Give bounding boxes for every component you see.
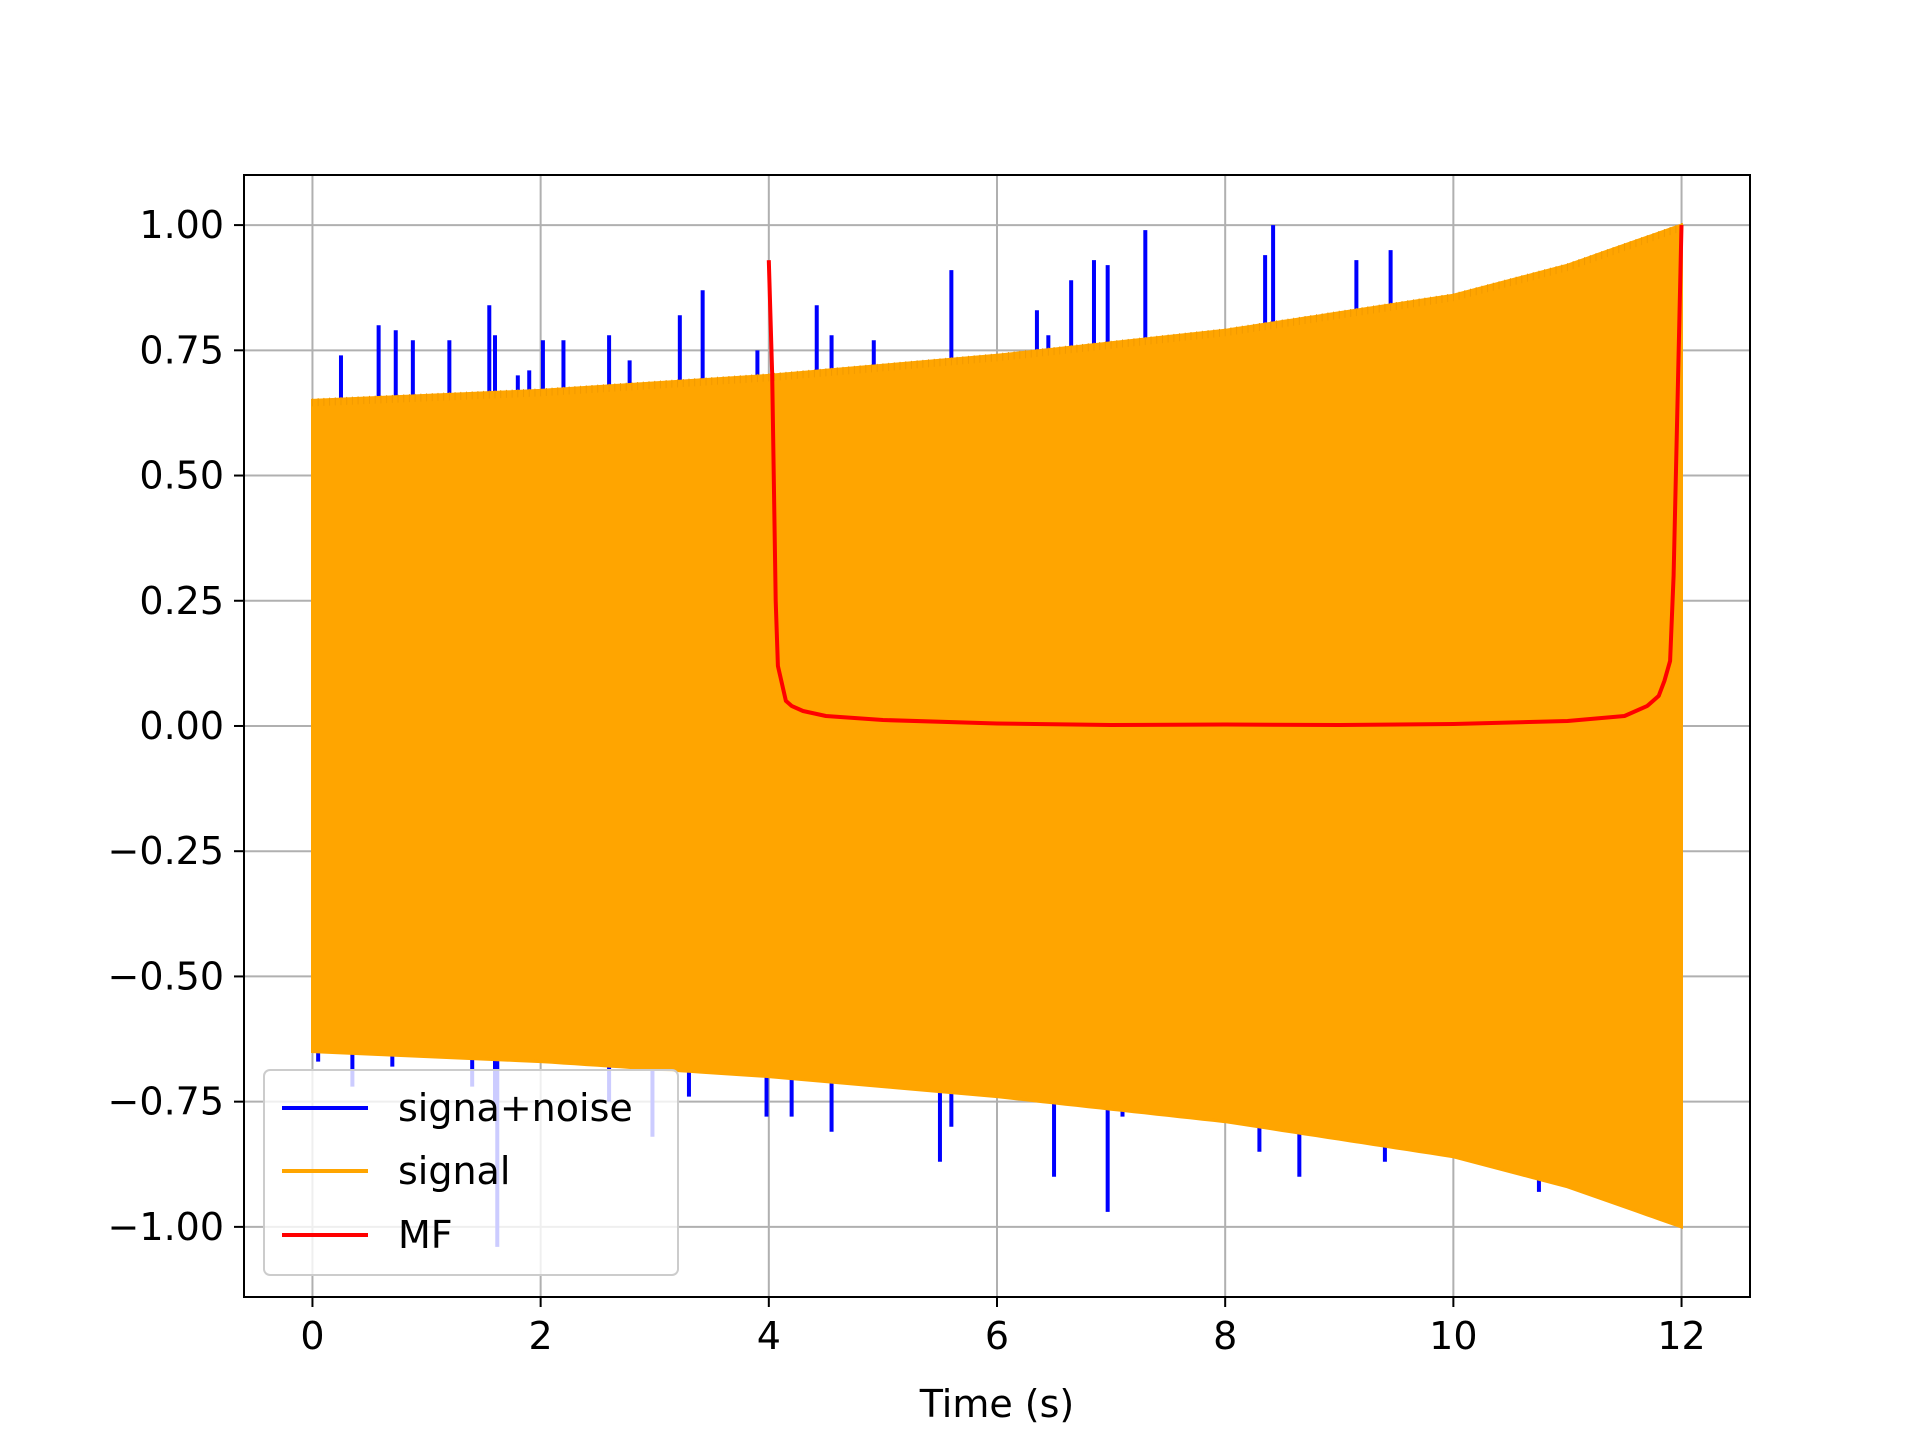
mf-line: [766, 225, 1684, 727]
x-tick-label: 6: [985, 1314, 1009, 1358]
y-tick-label: 1.00: [139, 203, 224, 247]
x-tick-label: 8: [1213, 1314, 1237, 1358]
y-tick-label: −0.50: [108, 954, 224, 998]
x-axis-label: Time (s): [919, 1382, 1075, 1426]
legend-label-signal: signal: [398, 1149, 510, 1193]
y-tick-label: 0.75: [139, 328, 224, 372]
y-tick-label: 0.50: [139, 454, 224, 498]
x-tick-label: 10: [1429, 1314, 1477, 1358]
data-layer: [311, 222, 1684, 1247]
x-tick-label: 2: [529, 1314, 553, 1358]
x-tick-label: 0: [300, 1314, 324, 1358]
axis-layer: 0 2 4 6 8 10 12 1.00 0.75 0.50 0.25 0.00 −0.25 −0.50 −…: [108, 203, 1706, 1358]
y-tick-label: 0.25: [139, 579, 224, 623]
y-tick-label: −0.25: [108, 829, 224, 873]
y-tick-label: −0.75: [108, 1080, 224, 1124]
x-tick-label: 12: [1657, 1314, 1705, 1358]
legend-box: [263, 1069, 679, 1276]
y-tick-label: −1.00: [108, 1205, 224, 1249]
legend-label-mf: MF: [398, 1213, 453, 1257]
y-tick-label: 0.00: [139, 704, 224, 748]
x-tick-label: 4: [757, 1314, 781, 1358]
legend-label-signa-noise: signa+noise: [398, 1086, 633, 1130]
legend: signa+noise signal MF: [263, 1069, 679, 1276]
